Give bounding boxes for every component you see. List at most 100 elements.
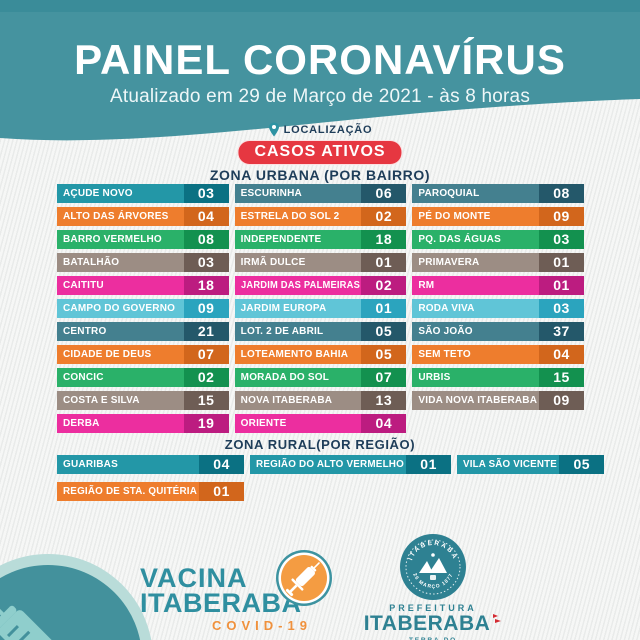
case-value: 02	[183, 368, 229, 387]
case-row: INDEPENDENTE 18	[234, 230, 407, 249]
case-label: PRIMAVERA	[412, 253, 540, 272]
case-row: CONCIC 02	[57, 368, 229, 387]
case-row: LOT. 2 DE ABRIL 05	[234, 322, 407, 341]
case-label: BARRO VERMELHO	[57, 230, 184, 249]
case-label: CONCIC	[57, 368, 184, 387]
case-label: CIDADE DE DEUS	[57, 345, 184, 364]
case-label: VILA SÃO VICENTE	[457, 455, 560, 474]
case-value: 01	[539, 253, 585, 272]
case-row: ORIENTE 04	[234, 414, 407, 433]
case-label: MORADA DO SOL	[234, 368, 362, 387]
case-value: 05	[559, 455, 605, 474]
case-label: COSTA E SILVA	[57, 391, 184, 410]
case-value: 15	[539, 368, 585, 387]
case-row: LOTEAMENTO BAHIA 05	[234, 345, 407, 364]
case-row: MORADA DO SOL 07	[234, 368, 407, 387]
case-row: SÃO JOÃO 37	[412, 322, 585, 341]
case-value: 04	[361, 414, 407, 433]
case-label: ALTO DAS ÁRVORES	[57, 207, 184, 226]
case-row: AÇUDE NOVO 03	[57, 184, 229, 203]
urban-column: ESCURINHA 06 ESTRELA DO SOL 2 02 INDEPENDENT…	[234, 184, 407, 437]
case-label: URBIS	[412, 368, 540, 387]
prefeitura-seal-icon: ITABERABA 26 MARÇO 1877	[400, 534, 466, 600]
case-value: 05	[361, 345, 407, 364]
case-value: 02	[361, 207, 407, 226]
rural-zone-heading: ZONA RURAL(POR REGIÃO)	[224, 437, 416, 452]
header: PAINEL CORONAVÍRUS Atualizado em 29 de M…	[0, 0, 640, 150]
prefeitura-flag-icon	[493, 614, 502, 623]
case-row: ESTRELA DO SOL 2 02	[234, 207, 407, 226]
case-value: 09	[539, 391, 585, 410]
case-value: 15	[183, 391, 229, 410]
case-label: ESCURINHA	[234, 184, 362, 203]
case-value: 07	[183, 345, 229, 364]
case-row: NOVA ITABERABA 13	[234, 391, 407, 410]
vacina-logo-line2: ITABERABA	[140, 588, 302, 618]
vacina-itaberaba-logo: VACINA ITABERABA COVID-19	[140, 565, 330, 634]
prefeitura-label: PREFEITURA	[389, 603, 477, 613]
location-label: LOCALIZAÇÃO	[283, 123, 373, 136]
urban-grid: AÇUDE NOVO 03 ALTO DAS ÁRVORES 04 BARRO VERM…	[57, 184, 585, 437]
prefeitura-tagline: TERRA DO DESENVOLVIMENTO	[363, 637, 503, 640]
case-row: PRIMAVERA 01	[412, 253, 585, 272]
case-label: BATALHÃO	[57, 253, 184, 272]
case-row: BARRO VERMELHO 08	[57, 230, 229, 249]
case-label: NOVA ITABERABA	[234, 391, 362, 410]
case-value: 01	[539, 276, 585, 295]
syringe-circle-illustration	[0, 554, 152, 640]
case-label: CAITITU	[57, 276, 184, 295]
case-value: 03	[183, 184, 229, 203]
case-row: CENTRO 21	[57, 322, 229, 341]
case-label: CENTRO	[57, 322, 184, 341]
case-row: VIDA NOVA ITABERABA 09	[412, 391, 585, 410]
case-value: 18	[361, 230, 407, 249]
case-row: IRMÃ DULCE 01	[234, 253, 407, 272]
case-row: ALTO DAS ÁRVORES 04	[57, 207, 229, 226]
case-label: RODA VIVA	[412, 299, 540, 318]
urban-column: PAROQUIAL 08 PÉ DO MONTE 09 PQ. DAS ÁGUAS 03 P…	[412, 184, 585, 437]
case-label: IRMÃ DULCE	[234, 253, 362, 272]
case-label: LOT. 2 DE ABRIL	[234, 322, 362, 341]
case-value: 09	[539, 207, 585, 226]
case-value: 03	[539, 299, 585, 318]
case-row: JARDIM DAS PALMEIRAS 02	[234, 276, 407, 295]
case-label: AÇUDE NOVO	[57, 184, 184, 203]
location-row: LOCALIZAÇÃO	[0, 122, 640, 137]
case-row: VILA SÃO VICENTE 05	[457, 455, 605, 474]
case-label: ESTRELA DO SOL 2	[234, 207, 362, 226]
case-row: REGIÃO DO ALTO VERMELHO 01	[250, 455, 452, 474]
case-row: DERBA 19	[57, 414, 229, 433]
case-value: 18	[183, 276, 229, 295]
case-value: 01	[361, 299, 407, 318]
page-subtitle: Atualizado em 29 de Março de 2021 - às 8…	[109, 86, 531, 107]
case-label: SÃO JOÃO	[412, 322, 540, 341]
case-row: GUARIBAS 04	[57, 455, 245, 474]
case-value: 07	[361, 368, 407, 387]
case-label: GUARIBAS	[57, 455, 200, 474]
case-value: 04	[199, 455, 245, 474]
case-value: 13	[361, 391, 407, 410]
case-label: SEM TETO	[412, 345, 540, 364]
case-value: 01	[361, 253, 407, 272]
vaccine-syringe-badge-icon	[276, 550, 332, 606]
case-label: JARDIM EUROPA	[234, 299, 362, 318]
case-row: BATALHÃO 03	[57, 253, 229, 272]
case-row: RODA VIVA 03	[412, 299, 585, 318]
prefeitura-itaberaba-logo: ITABERABA 26 MARÇO 1877 PREFEITURA ITABE…	[363, 533, 503, 640]
case-row: CIDADE DE DEUS 07	[57, 345, 229, 364]
case-value: 06	[361, 184, 407, 203]
case-label: VIDA NOVA ITABERABA	[412, 391, 540, 410]
case-value: 37	[539, 322, 585, 341]
case-row: CAITITU 18	[57, 276, 229, 295]
case-label: CAMPO DO GOVERNO	[57, 299, 184, 318]
rural-grid: GUARIBAS 04 REGIÃO DO ALTO VERMELHO 01 VILA …	[57, 455, 605, 505]
case-row: PAROQUIAL 08	[412, 184, 585, 203]
case-row: RM 01	[412, 276, 585, 295]
case-value: 03	[539, 230, 585, 249]
case-row: REGIÃO DE STA. QUITÉRIA 01	[57, 482, 245, 501]
case-value: 01	[406, 455, 452, 474]
vacina-logo-covid19: COVID-19	[212, 618, 312, 633]
prefeitura-name: ITABERABA	[363, 612, 491, 635]
urban-column: AÇUDE NOVO 03 ALTO DAS ÁRVORES 04 BARRO VERM…	[57, 184, 229, 437]
